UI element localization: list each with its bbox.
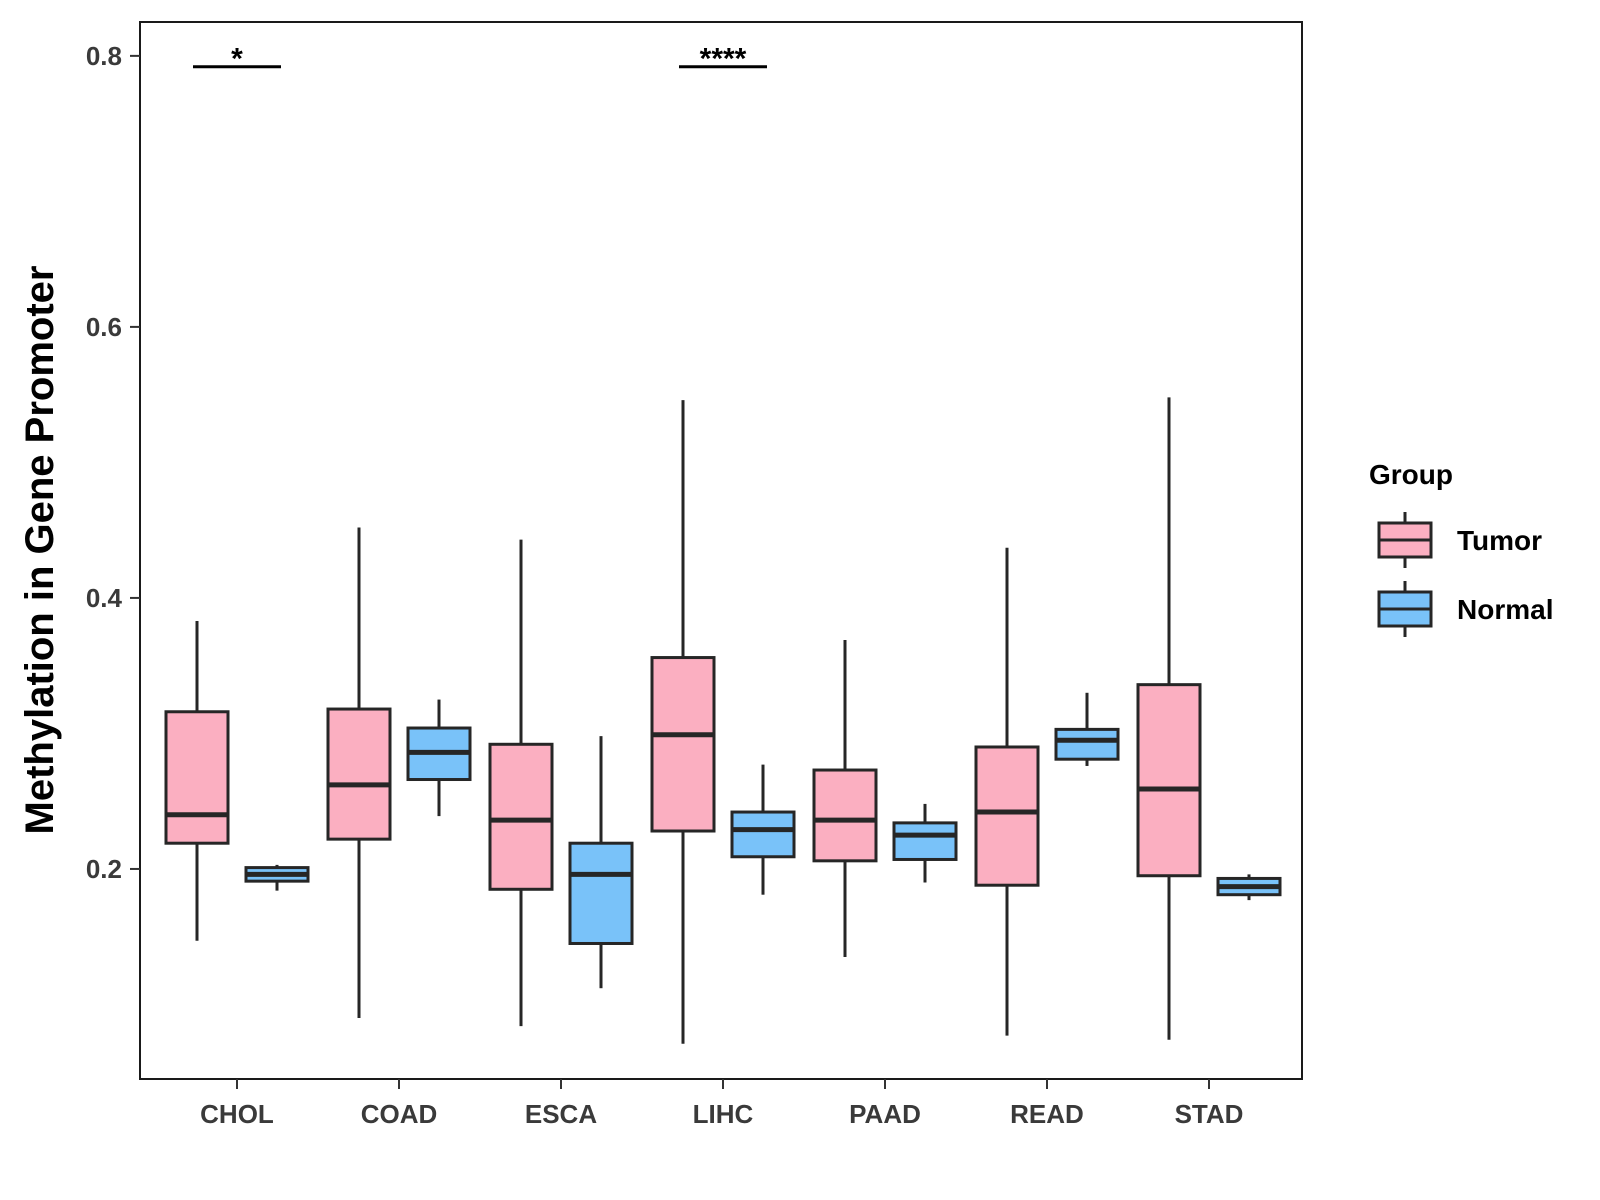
box-body [974, 745, 1040, 887]
significance-annotations: * **** [193, 43, 767, 76]
box-body [568, 841, 634, 945]
y-tick-label: 0.8 [86, 41, 122, 71]
box-normal-lihc [730, 764, 796, 895]
box-tumor-paad [812, 639, 878, 958]
box-normal-esca [568, 736, 634, 989]
box-tumor-coad [326, 527, 392, 1019]
y-tick-label: 0.4 [86, 583, 123, 613]
x-tick-label: LIHC [693, 1099, 754, 1129]
box-normal-read [1054, 692, 1120, 766]
legend-label: Normal [1457, 594, 1553, 625]
box-normal-chol [244, 864, 310, 891]
y-axis: 0.2 0.4 0.6 0.8 [86, 41, 140, 884]
x-tick-label: STAD [1175, 1099, 1244, 1129]
box-body [488, 742, 554, 891]
box-body [730, 810, 796, 859]
box-body [650, 656, 716, 833]
legend-entry-normal: Normal [1377, 581, 1553, 637]
box-tumor-esca [488, 539, 554, 1027]
plot-panel [139, 21, 1303, 1080]
box-body [892, 821, 958, 861]
boxes-layer [164, 397, 1282, 1044]
x-tick-label: READ [1010, 1099, 1084, 1129]
x-axis: CHOL COAD ESCA LIHC PAAD READ STAD [200, 1079, 1243, 1129]
box-body [1054, 727, 1120, 761]
y-axis-title: Methylation in Gene Promoter [18, 266, 62, 835]
box-normal-coad [406, 699, 472, 817]
x-tick-label: CHOL [200, 1099, 274, 1129]
box-body [1136, 683, 1202, 878]
box-tumor-stad [1136, 397, 1202, 1040]
box-tumor-read [974, 547, 1040, 1036]
box-body [164, 710, 230, 845]
legend-title: Group [1369, 459, 1453, 490]
significance-label: **** [700, 43, 747, 76]
box-tumor-chol [164, 620, 230, 941]
x-tick-label: ESCA [525, 1099, 597, 1129]
legend-entry-tumor: Tumor [1377, 512, 1542, 568]
legend-label: Tumor [1457, 525, 1542, 556]
significance-label: * [231, 43, 243, 76]
box-body [812, 768, 878, 863]
y-tick-label: 0.2 [86, 854, 122, 884]
box-normal-stad [1216, 874, 1282, 901]
x-tick-label: PAAD [849, 1099, 921, 1129]
box-normal-paad [892, 803, 958, 883]
legend: Group Tumor Normal [1369, 459, 1553, 637]
y-tick-label: 0.6 [86, 312, 122, 342]
x-tick-label: COAD [361, 1099, 438, 1129]
box-tumor-lihc [650, 400, 716, 1044]
box-body [326, 707, 392, 841]
